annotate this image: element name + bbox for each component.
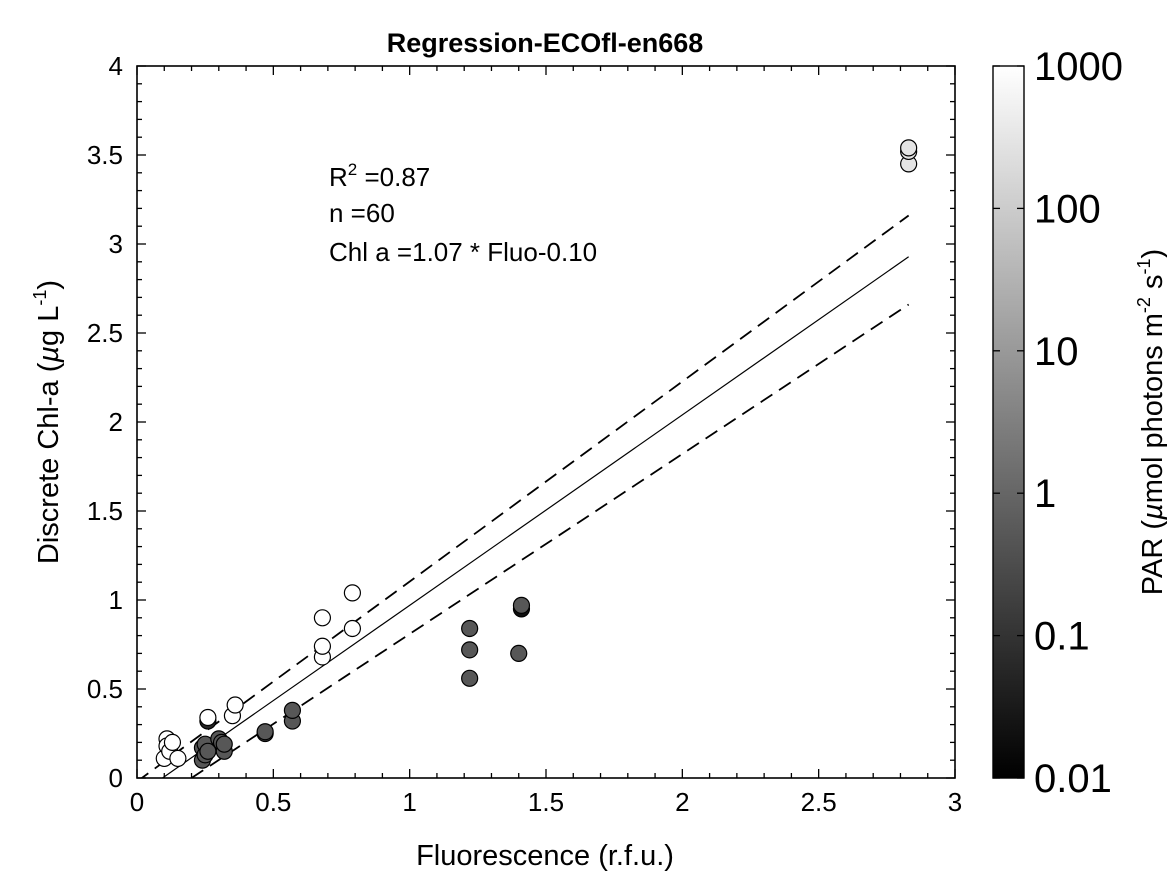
y-label-unit: g L <box>33 306 65 346</box>
data-point <box>461 641 479 659</box>
cb-label-sup1: -2 <box>1134 297 1154 313</box>
data-point <box>461 669 479 687</box>
cb-label-main: PAR ( <box>1137 520 1167 596</box>
r2-value: =0.87 <box>357 162 430 192</box>
x-tick-label: 0 <box>130 787 144 817</box>
n-annotation: n =60 <box>329 198 395 228</box>
data-point <box>215 735 233 753</box>
colorbar-tick-labels: 0.01 0.1 1 10 100 1000 <box>1034 45 1123 801</box>
colorbar-label: PAR (µmol photons m-2 s-1) <box>1134 249 1167 595</box>
data-point <box>313 637 332 655</box>
x-tick-label: 2.5 <box>801 787 837 817</box>
data-point <box>343 584 362 602</box>
y-label-close: ) <box>33 280 65 290</box>
data-point <box>900 139 918 157</box>
cb-label-mu: µ <box>1137 503 1167 521</box>
x-tick-label: 1 <box>402 787 416 817</box>
colorbar-ticks <box>993 65 1024 779</box>
regression-line <box>161 256 909 778</box>
data-point <box>461 619 479 638</box>
data-point <box>343 619 362 638</box>
y-tick-label: 0 <box>109 763 123 793</box>
y-label-sup: -1 <box>30 290 50 306</box>
colorbar-tick-label: 0.01 <box>1034 757 1112 801</box>
colorbar-tick-label: 0.1 <box>1034 615 1090 659</box>
x-tick-label: 0.5 <box>255 787 291 817</box>
y-tick-label: 1.5 <box>87 496 123 526</box>
cb-label-unit1: mol photons m <box>1137 313 1167 503</box>
x-tick-label: 3 <box>948 787 962 817</box>
cb-label-unit2: s <box>1137 274 1167 297</box>
y-tick-label: 2.5 <box>87 318 123 348</box>
colorbar-tick-label: 1000 <box>1034 45 1123 89</box>
data-point <box>510 644 528 663</box>
data-point <box>226 696 244 714</box>
y-label-main: Discrete Chl-a ( <box>33 362 65 564</box>
data-point <box>169 749 187 768</box>
data-point <box>163 733 182 752</box>
y-tick-label: 3.5 <box>87 140 123 170</box>
confidence-line <box>191 303 910 778</box>
y-tick-label: 0.5 <box>87 674 123 704</box>
r-squared-annotation: R2 =0.87 <box>329 160 430 192</box>
y-tick-label: 3 <box>109 229 123 259</box>
cb-label-sup2: -1 <box>1134 258 1154 274</box>
chart-title: Regression-ECOfl-en668 <box>387 28 704 58</box>
confidence-lines <box>140 214 910 778</box>
colorbar-tick-label: 1 <box>1034 472 1056 516</box>
colorbar-tick-label: 10 <box>1034 330 1079 374</box>
x-tick-label: 2 <box>675 787 689 817</box>
y-tick-labels: 0 0.5 1 1.5 2 2.5 3 3.5 4 <box>87 51 123 793</box>
x-axis-label: Fluorescence (r.f.u.) <box>416 840 674 872</box>
y-tick-label: 4 <box>109 51 123 81</box>
y-tick-label: 2 <box>109 407 123 437</box>
data-point <box>199 708 217 727</box>
y-axis-label: Discrete Chl-a (µg L-1) <box>30 280 65 564</box>
data-point <box>313 609 332 627</box>
data-point <box>199 742 217 760</box>
r2-label: R <box>329 162 348 192</box>
x-tick-label: 1.5 <box>528 787 564 817</box>
y-label-mu: µ <box>33 346 65 364</box>
plot-area <box>136 65 956 779</box>
x-tick-labels: 0 0.5 1 1.5 2 2.5 3 <box>130 787 962 817</box>
y-tick-label: 1 <box>109 585 123 615</box>
data-point <box>256 723 274 741</box>
r2-superscript: 2 <box>348 160 357 179</box>
data-point <box>283 701 302 719</box>
confidence-line <box>140 214 910 778</box>
data-point <box>512 596 531 614</box>
axis-ticks <box>136 65 956 779</box>
cb-label-close: ) <box>1137 249 1167 259</box>
colorbar-tick-label: 100 <box>1034 187 1101 231</box>
equation-annotation: Chl a =1.07 * Fluo-0.10 <box>329 237 597 267</box>
data-points <box>155 139 918 769</box>
colorbar <box>992 65 1025 779</box>
